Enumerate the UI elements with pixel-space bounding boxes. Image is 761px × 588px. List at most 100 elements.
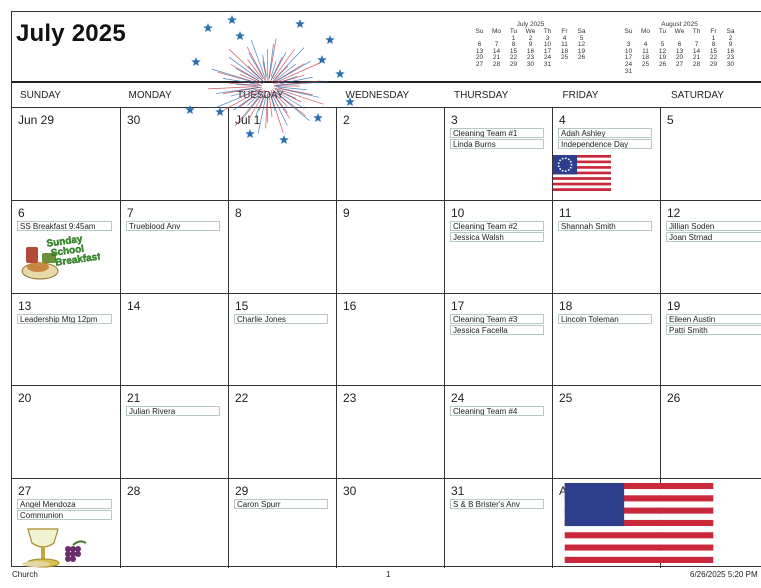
calendar-event[interactable]: Patti Smith	[666, 325, 761, 335]
day-cell[interactable]: 19 Eileen Austin Patti Smith	[661, 294, 761, 386]
day-cell[interactable]: 21 Julian Rivera	[121, 386, 229, 479]
day-number: 6	[18, 206, 25, 220]
mini-day: 14	[692, 47, 701, 55]
mini-calendar-next: August 2025 Su Mo Tu We Th Fr Sa 1 2 3 4 5 6 7 8 9 10 11 12…	[620, 21, 739, 75]
mini-weekday-label: Th	[692, 28, 701, 35]
day-cell[interactable]: 28	[121, 479, 229, 568]
day-cell[interactable]: 8	[229, 201, 337, 294]
day-cell[interactable]: 7 Trueblood Anv	[121, 201, 229, 294]
day-cell[interactable]: 30	[121, 108, 229, 201]
day-cell[interactable]: 12 Jillian Soden Joan Strnad	[661, 201, 761, 294]
day-cell[interactable]: 16	[337, 294, 445, 386]
day-cell[interactable]: 29 Caron Spurr	[229, 479, 337, 568]
day-cell[interactable]: 25	[553, 386, 661, 479]
day-number: 13	[18, 299, 32, 313]
mini-day: 31	[543, 60, 552, 68]
breakfast-art-word: Sunday	[46, 234, 84, 250]
day-number: 10	[451, 206, 465, 220]
mini-day: 26	[577, 54, 586, 62]
calendar-event[interactable]: Charlie Jones	[234, 314, 328, 324]
mini-day: 14	[492, 47, 501, 55]
day-cell[interactable]: 9	[337, 201, 445, 294]
weekday-label-saturday: SATURDAY	[671, 90, 724, 101]
mini-day: 28	[492, 60, 501, 68]
day-cell[interactable]: Aug 1	[553, 479, 714, 568]
calendar-event[interactable]: S & B Brister's Anv	[450, 499, 544, 509]
calendar-event[interactable]: Shannah Smith	[558, 221, 652, 231]
day-number: 5	[667, 113, 674, 127]
day-number: 17	[451, 299, 465, 313]
day-cell[interactable]: 4 Adah Ashley Independence Day	[553, 108, 661, 201]
calendar-event[interactable]: Adah Ashley	[558, 128, 652, 138]
mini-day: 2	[728, 34, 733, 42]
mini-day: 21	[692, 54, 701, 62]
day-cell[interactable]: 10 Cleaning Team #2 Jessica Walsh	[445, 201, 553, 294]
mini-day: 29	[709, 60, 718, 68]
calendar-event[interactable]: Communion	[17, 510, 112, 520]
mini-day: 18	[641, 54, 650, 62]
day-number: 9	[343, 206, 350, 220]
mini-day: 5	[660, 41, 665, 49]
weekday-label-friday: FRIDAY	[562, 90, 599, 101]
calendar-event[interactable]: Joan Strnad	[666, 232, 761, 242]
calendar-event[interactable]: Linda Burns	[450, 139, 544, 149]
day-cell[interactable]: 31 S & B Brister's Anv	[445, 479, 553, 568]
mini-day: 7	[494, 41, 499, 49]
calendar-event[interactable]: Independence Day	[558, 139, 652, 149]
calendar-event[interactable]: Jillian Soden	[666, 221, 761, 231]
weekday-label-wednesday: WEDNESDAY	[345, 90, 410, 101]
mini-day: 20	[675, 54, 684, 62]
day-cell[interactable]: 20	[12, 386, 121, 479]
day-cell[interactable]: 26	[661, 386, 761, 479]
day-cell[interactable]: 2	[337, 108, 445, 201]
mini-day: 21	[492, 54, 501, 62]
calendar-event[interactable]: Cleaning Team #4	[450, 406, 544, 416]
mini-day: 22	[509, 54, 518, 62]
calendar-event[interactable]: Trueblood Anv	[126, 221, 220, 231]
calendar-event[interactable]: Cleaning Team #2	[450, 221, 544, 231]
calendar-event[interactable]: Caron Spurr	[234, 499, 328, 509]
mini-day: 20	[475, 54, 484, 62]
mini-weekday-label: Su	[624, 28, 633, 35]
calendar-event[interactable]: Jessica Walsh	[450, 232, 544, 242]
calendar-event[interactable]: Cleaning Team #3	[450, 314, 544, 324]
calendar-event[interactable]: Leadership Mtg 12pm	[17, 314, 112, 324]
day-cell[interactable]: Jul 1	[229, 108, 337, 201]
day-cell[interactable]: 3 Cleaning Team #1 Linda Burns	[445, 108, 553, 201]
calendar-event[interactable]: Julian Rivera	[126, 406, 220, 416]
calendar-event[interactable]: Cleaning Team #1	[450, 128, 544, 138]
day-cell[interactable]: 14	[121, 294, 229, 386]
mini-day	[705, 69, 722, 76]
mini-calendar-title: July 2025	[516, 21, 545, 28]
day-cell[interactable]: 5	[661, 108, 761, 201]
day-cell[interactable]: 13 Leadership Mtg 12pm	[12, 294, 121, 386]
day-cell[interactable]: 27 Angel Mendoza Communion	[12, 479, 121, 568]
day-cell[interactable]: 22	[229, 386, 337, 479]
mini-day: 16	[726, 47, 735, 55]
day-cell[interactable]: 17 Cleaning Team #3 Jessica Facella	[445, 294, 553, 386]
day-cell[interactable]: 6 SS Breakfast 9:45am Sunday School Breakfas…	[12, 201, 121, 294]
calendar-event[interactable]: Angel Mendoza	[17, 499, 112, 509]
mini-day: 9	[528, 41, 533, 49]
calendar-page: July 2025 July 2025 Su Mo Tu We Th Fr Sa 1 2 3 4 5 6 7…	[11, 11, 761, 568]
calendar-event[interactable]: SS Breakfast 9:45am	[17, 221, 112, 231]
mini-day	[556, 62, 573, 69]
day-number: 21	[127, 391, 141, 405]
calendar-event[interactable]: Jessica Facella	[450, 325, 544, 335]
day-cell[interactable]: 11 Shannah Smith	[553, 201, 661, 294]
mini-day: 23	[526, 54, 535, 62]
calendar-header: July 2025 July 2025 Su Mo Tu We Th Fr Sa 1 2 3 4 5 6 7…	[12, 12, 761, 83]
day-cell[interactable]: 23	[337, 386, 445, 479]
day-cell[interactable]: 15 Charlie Jones	[229, 294, 337, 386]
day-number: 23	[343, 391, 357, 405]
day-cell[interactable]: 24 Cleaning Team #4	[445, 386, 553, 479]
day-number: 30	[127, 113, 141, 127]
calendar-event[interactable]: Eileen Austin	[666, 314, 761, 324]
calendar-event[interactable]: Lincoln Toleman	[558, 314, 652, 324]
mini-day: 6	[677, 41, 682, 49]
mini-day: 28	[692, 60, 701, 68]
day-cell[interactable]: Jun 29	[12, 108, 121, 201]
day-cell[interactable]: 30	[337, 479, 445, 568]
mini-day: 3	[545, 34, 550, 42]
day-cell[interactable]: 18 Lincoln Toleman	[553, 294, 661, 386]
